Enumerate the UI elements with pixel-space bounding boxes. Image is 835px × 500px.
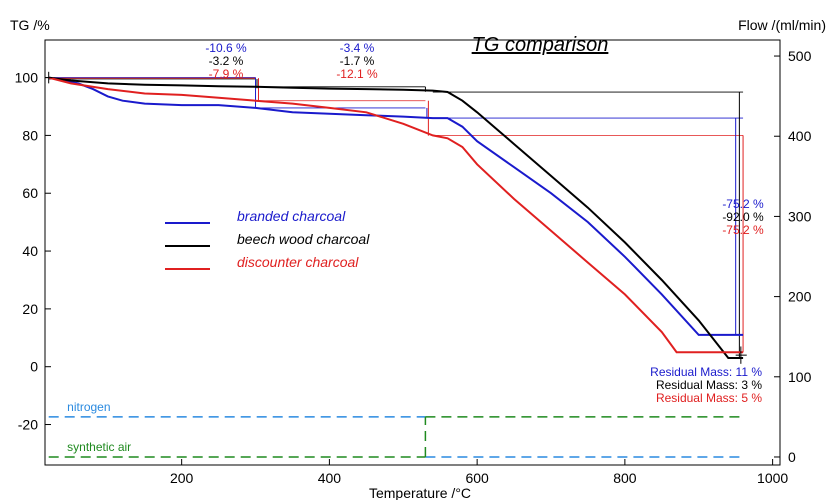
- residual-annotation: Residual Mass: 11 %: [650, 365, 762, 379]
- y-tick-label: 40: [22, 243, 38, 259]
- annotation-layer: -10.6 %-3.2 %-7.9 % -3.4 %-1.7 %-12.1 % -7…: [205, 41, 764, 405]
- x-tick-label: 200: [170, 470, 194, 486]
- tick-layer: 200 400 600 800 1000-20020406080100010020030…: [15, 48, 812, 486]
- step2-annotation: -1.7 %: [340, 54, 375, 68]
- residual-annotation: Residual Mass: 3 %: [656, 378, 762, 392]
- x-tick-label: 400: [318, 470, 342, 486]
- guide-layer: [48, 77, 744, 359]
- chart-title: TG comparison: [472, 34, 609, 56]
- legend-label: discounter charcoal: [237, 254, 359, 270]
- step3-annotation: -92.0 %: [722, 210, 764, 224]
- x-tick-label: 800: [613, 470, 637, 486]
- step1-annotation: -10.6 %: [205, 41, 247, 55]
- flow-label-nitrogen: nitrogen: [67, 400, 110, 414]
- y2-tick-label: 300: [788, 208, 812, 224]
- flow-layer: nitrogen synthetic air: [48, 400, 744, 458]
- residual-annotation: Residual Mass: 5 %: [656, 391, 762, 405]
- step3-annotation: -75.2 %: [722, 223, 764, 237]
- x-axis-title: Temperature /°C: [369, 485, 471, 500]
- series-line-branded-charcoal: [48, 76, 744, 336]
- y-tick-label: 60: [22, 185, 38, 201]
- x-tick-label: 1000: [757, 470, 788, 486]
- step1-annotation: -7.9 %: [209, 67, 244, 81]
- y-tick-label: 0: [30, 359, 38, 375]
- y-tick-label: 80: [22, 127, 38, 143]
- legend: branded charcoal beech wood charcoal disco…: [165, 208, 370, 270]
- step2-annotation: -3.4 %: [340, 41, 375, 55]
- series-layer: [45, 71, 747, 364]
- y-axis-right-title: Flow /(ml/min): [738, 17, 826, 33]
- y-axis-left-title: TG /%: [10, 17, 50, 33]
- y2-tick-label: 0: [788, 449, 796, 465]
- y2-tick-label: 500: [788, 48, 812, 64]
- legend-label: beech wood charcoal: [237, 231, 370, 247]
- y2-tick-label: 100: [788, 369, 812, 385]
- y-tick-label: -20: [18, 417, 38, 433]
- flow-label-synthetic-air: synthetic air: [67, 440, 131, 454]
- legend-label: branded charcoal: [237, 208, 346, 224]
- series-line-discounter-charcoal: [48, 76, 744, 354]
- series-line-beech-wood-charcoal: [48, 76, 744, 359]
- step3-annotation: -75.2 %: [722, 197, 764, 211]
- x-tick-label: 600: [465, 470, 489, 486]
- y2-tick-label: 400: [788, 128, 812, 144]
- step2-annotation: -12.1 %: [336, 67, 378, 81]
- plot-frame: [44, 39, 781, 466]
- step1-annotation: -3.2 %: [209, 54, 244, 68]
- y2-tick-label: 200: [788, 289, 812, 305]
- y-tick-label: 100: [15, 70, 39, 86]
- y-tick-label: 20: [22, 301, 38, 317]
